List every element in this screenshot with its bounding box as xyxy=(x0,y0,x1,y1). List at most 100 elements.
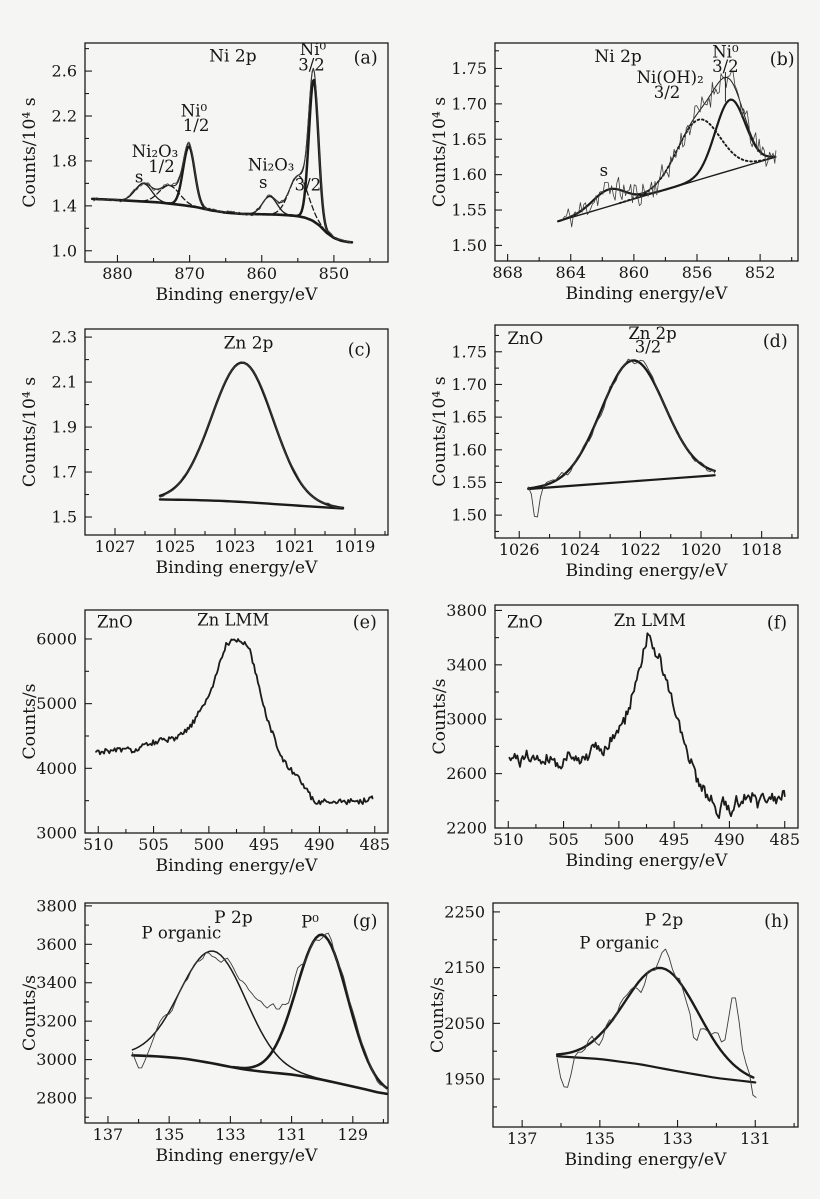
panel-d-raw-spectrum-line xyxy=(527,358,716,518)
panel-d-background-line xyxy=(527,474,716,491)
panel-e-axes xyxy=(85,638,376,834)
panel-a-tick-labels: 880 870 860 850 1.0 1.4 1.8 2.2 2.6 xyxy=(52,62,350,283)
panel-e-y-tick-4000: 4000 xyxy=(36,759,77,778)
panel-c-x-tick-1019: 1019 xyxy=(335,537,376,556)
panel-h-annotation-h: (h) xyxy=(764,912,789,932)
panel-a-series-group xyxy=(90,67,354,244)
panel-b-annotation-s: s xyxy=(600,161,608,180)
panel-a-annotation-ni-o: Ni₂O₃ xyxy=(132,142,178,161)
panel-d-x-tick-1018: 1018 xyxy=(741,540,782,559)
panel-d: 1026 1024 1022 1020 1018 1.50 1.55 1.60 1.65 1.70… xyxy=(430,324,799,581)
panel-g-y-tick-3600: 3600 xyxy=(36,935,77,954)
panel-a-x-axis-title: Binding energy/eV xyxy=(156,285,319,305)
panel-g-y-tick-3800: 3800 xyxy=(36,896,77,915)
panel-e: 510 505 500 495 490 485 3000 4000 5000 6000 Bindin… xyxy=(20,609,390,876)
panel-d-fit-peak-line xyxy=(527,359,716,490)
panel-b-x-tick-852: 852 xyxy=(745,263,776,282)
panel-c-x-tick-1025: 1025 xyxy=(155,537,196,556)
panel-b-y-axis-title: Counts/10⁴ s xyxy=(430,97,450,207)
panel-e-plot-frame xyxy=(84,609,389,834)
panel-b-x-axis-title: Binding energy/eV xyxy=(566,284,729,304)
panel-b-x-tick-856: 856 xyxy=(682,263,713,282)
panel-g-p-organic-component-line xyxy=(131,950,342,1085)
panel-f-y-tick-3400: 3400 xyxy=(446,655,487,674)
panel-c-x-tick-1023: 1023 xyxy=(215,537,256,556)
panel-c-raw-spectrum-line xyxy=(159,362,344,508)
panel-a: 880 870 860 850 1.0 1.4 1.8 2.2 2.6 Binding energ… xyxy=(20,40,389,305)
panel-e-y-tick-3000: 3000 xyxy=(36,824,77,843)
panel-h-axes xyxy=(493,911,795,1127)
panel-h-tick-labels: 137 135 133 131 1950 2050 2150 2250 xyxy=(444,902,770,1148)
panel-b: 868 864 860 856 852 1.50 1.55 1.60 1.65 1.70 1.75 B… xyxy=(430,42,799,304)
panel-a-annotation-3-2: 3/2 xyxy=(298,55,325,74)
panel-b-axes xyxy=(495,50,793,261)
panel-g-x-tick-129: 129 xyxy=(338,1125,369,1144)
panel-c-y-tick-1.9: 1.9 xyxy=(52,418,77,437)
panel-g-axes xyxy=(85,905,384,1123)
panel-b-raw-spectrum-line xyxy=(560,71,777,228)
panel-c-y-tick-2.3: 2.3 xyxy=(52,328,77,347)
panel-d-annotation-zn-2p: Zn 2p xyxy=(628,324,676,343)
panel-c-y-axis-title: Counts/10⁴ s xyxy=(20,377,40,487)
panel-a-y-axis-title: Counts/10⁴ s xyxy=(20,97,40,207)
panel-a-y-tick-2.2: 2.2 xyxy=(52,107,77,126)
panel-e-y-tick-6000: 6000 xyxy=(36,629,77,648)
panel-a-plot-frame xyxy=(84,42,389,263)
panel-d-y-tick-1.55: 1.55 xyxy=(451,473,487,492)
panel-g-x-tick-135: 135 xyxy=(154,1125,185,1144)
panel-d-annotation-d: (d) xyxy=(763,332,788,352)
panel-a-annotation-ni: Ni⁰ xyxy=(181,101,208,120)
panel-b-annotation-3-2: 3/2 xyxy=(654,83,681,102)
panel-c-background-line xyxy=(158,498,345,510)
panel-f-y-axis-title: Counts/s xyxy=(430,679,450,755)
panel-c-x-axis-title: Binding energy/eV xyxy=(156,558,319,578)
panel-a-y-tick-2.6: 2.6 xyxy=(52,62,77,81)
panel-c-annotation-zn-2p: Zn 2p xyxy=(224,333,274,353)
panel-b-x-tick-868: 868 xyxy=(492,263,523,282)
panel-e-y-tick-5000: 5000 xyxy=(36,694,77,713)
panel-a-axes xyxy=(85,48,371,262)
panel-c-y-tick-2.1: 2.1 xyxy=(52,373,77,392)
panel-b-series-group xyxy=(557,71,777,228)
panel-d-annotation-zno: ZnO xyxy=(507,329,543,348)
panel-g-x-tick-137: 137 xyxy=(93,1125,124,1144)
panel-f-x-tick-495: 495 xyxy=(659,830,690,849)
panel-d-series-group xyxy=(527,358,716,518)
panel-a-annotation-ni-o: Ni₂O₃ xyxy=(248,155,294,174)
panel-g-annotation-p-2p: P 2p xyxy=(214,908,253,928)
panel-e-x-tick-485: 485 xyxy=(359,835,390,854)
panel-d-tick-labels: 1026 1024 1022 1020 1018 1.50 1.55 1.60 1.65 1.70… xyxy=(451,342,782,559)
panel-a-x-tick-850: 850 xyxy=(319,264,350,283)
panel-b-y-tick-1.60: 1.60 xyxy=(451,165,487,184)
panel-h-annotation-p-2p: P 2p xyxy=(645,910,684,930)
panel-a-annotation-ni: Ni⁰ xyxy=(300,40,327,59)
panel-e-series-group xyxy=(95,638,374,806)
panel-e-tick-labels: 510 505 500 495 490 485 3000 4000 5000 6000 xyxy=(36,629,390,854)
panel-f-x-tick-510: 510 xyxy=(493,830,524,849)
panel-f-raw-spectrum-line xyxy=(508,632,786,819)
panel-h-series-group xyxy=(555,948,757,1098)
panel-a-background-line xyxy=(90,197,354,244)
panel-d-axes xyxy=(495,334,793,538)
panel-b-y-tick-1.70: 1.70 xyxy=(451,94,487,113)
panel-f-y-tick-3000: 3000 xyxy=(446,710,487,729)
panel-a-y-tick-1.0: 1.0 xyxy=(52,241,77,260)
panel-f-y-tick-2200: 2200 xyxy=(446,819,487,838)
panel-e-x-tick-510: 510 xyxy=(83,835,114,854)
panel-c-y-tick-1.5: 1.5 xyxy=(52,508,77,527)
panel-a-annotation-1-2: 1/2 xyxy=(183,116,210,135)
panel-a-x-tick-880: 880 xyxy=(102,264,133,283)
panel-a-raw-spectrum-line xyxy=(93,68,351,244)
panel-a-x-tick-860: 860 xyxy=(246,264,277,283)
panel-f-annotation-f: (f) xyxy=(767,613,787,633)
panel-h-y-tick-2250: 2250 xyxy=(444,902,485,921)
panel-b-annotation-3-2: 3/2 xyxy=(712,57,739,76)
panel-g-plot-frame xyxy=(84,902,389,1124)
panel-f-x-tick-505: 505 xyxy=(548,830,579,849)
panel-f-annotation-zno: ZnO xyxy=(507,612,543,631)
panel-e-raw-spectrum-line xyxy=(95,638,374,806)
panel-a-annotation-3-2: 3/2 xyxy=(295,176,322,195)
panel-h-x-axis-title: Binding energy/eV xyxy=(565,1150,728,1170)
panel-b-x-tick-860: 860 xyxy=(619,263,650,282)
panel-a-y-tick-1.8: 1.8 xyxy=(52,151,77,170)
